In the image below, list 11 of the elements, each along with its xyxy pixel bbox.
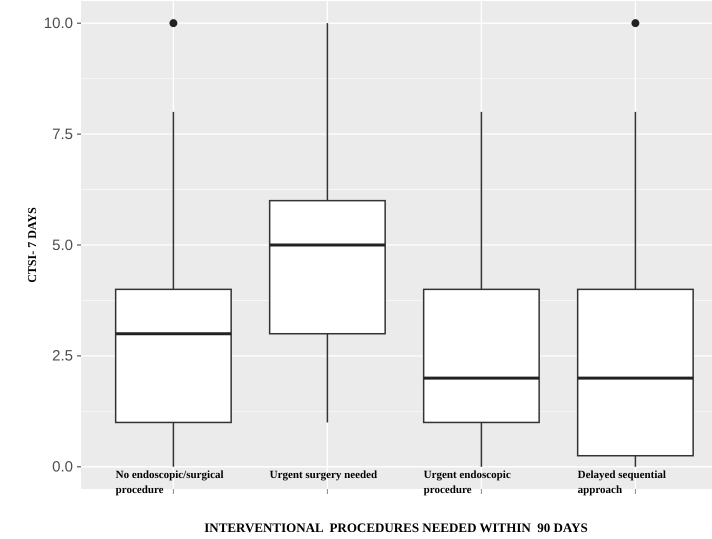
y-tick-label: 2.5 bbox=[52, 348, 73, 365]
x-tick-label: Urgent endoscopic procedure bbox=[424, 469, 511, 496]
x-tick-label: No endoscopic/surgical procedure bbox=[116, 469, 224, 496]
x-axis-title: INTERVENTIONAL PROCEDURES NEEDED WITHIN 90 DAYS bbox=[204, 520, 588, 535]
y-tick-label: 5.0 bbox=[52, 236, 73, 254]
x-tick-label: Urgent surgery needed bbox=[270, 469, 378, 481]
y-tick-label: 10.0 bbox=[44, 14, 73, 32]
y-tick-label: 0.0 bbox=[52, 458, 73, 476]
y-tick-label: 7.5 bbox=[52, 126, 73, 143]
x-tick-label: Delayed sequential approach bbox=[578, 469, 666, 496]
y-axis-title: CTSI- 7 DAYS bbox=[25, 206, 39, 283]
